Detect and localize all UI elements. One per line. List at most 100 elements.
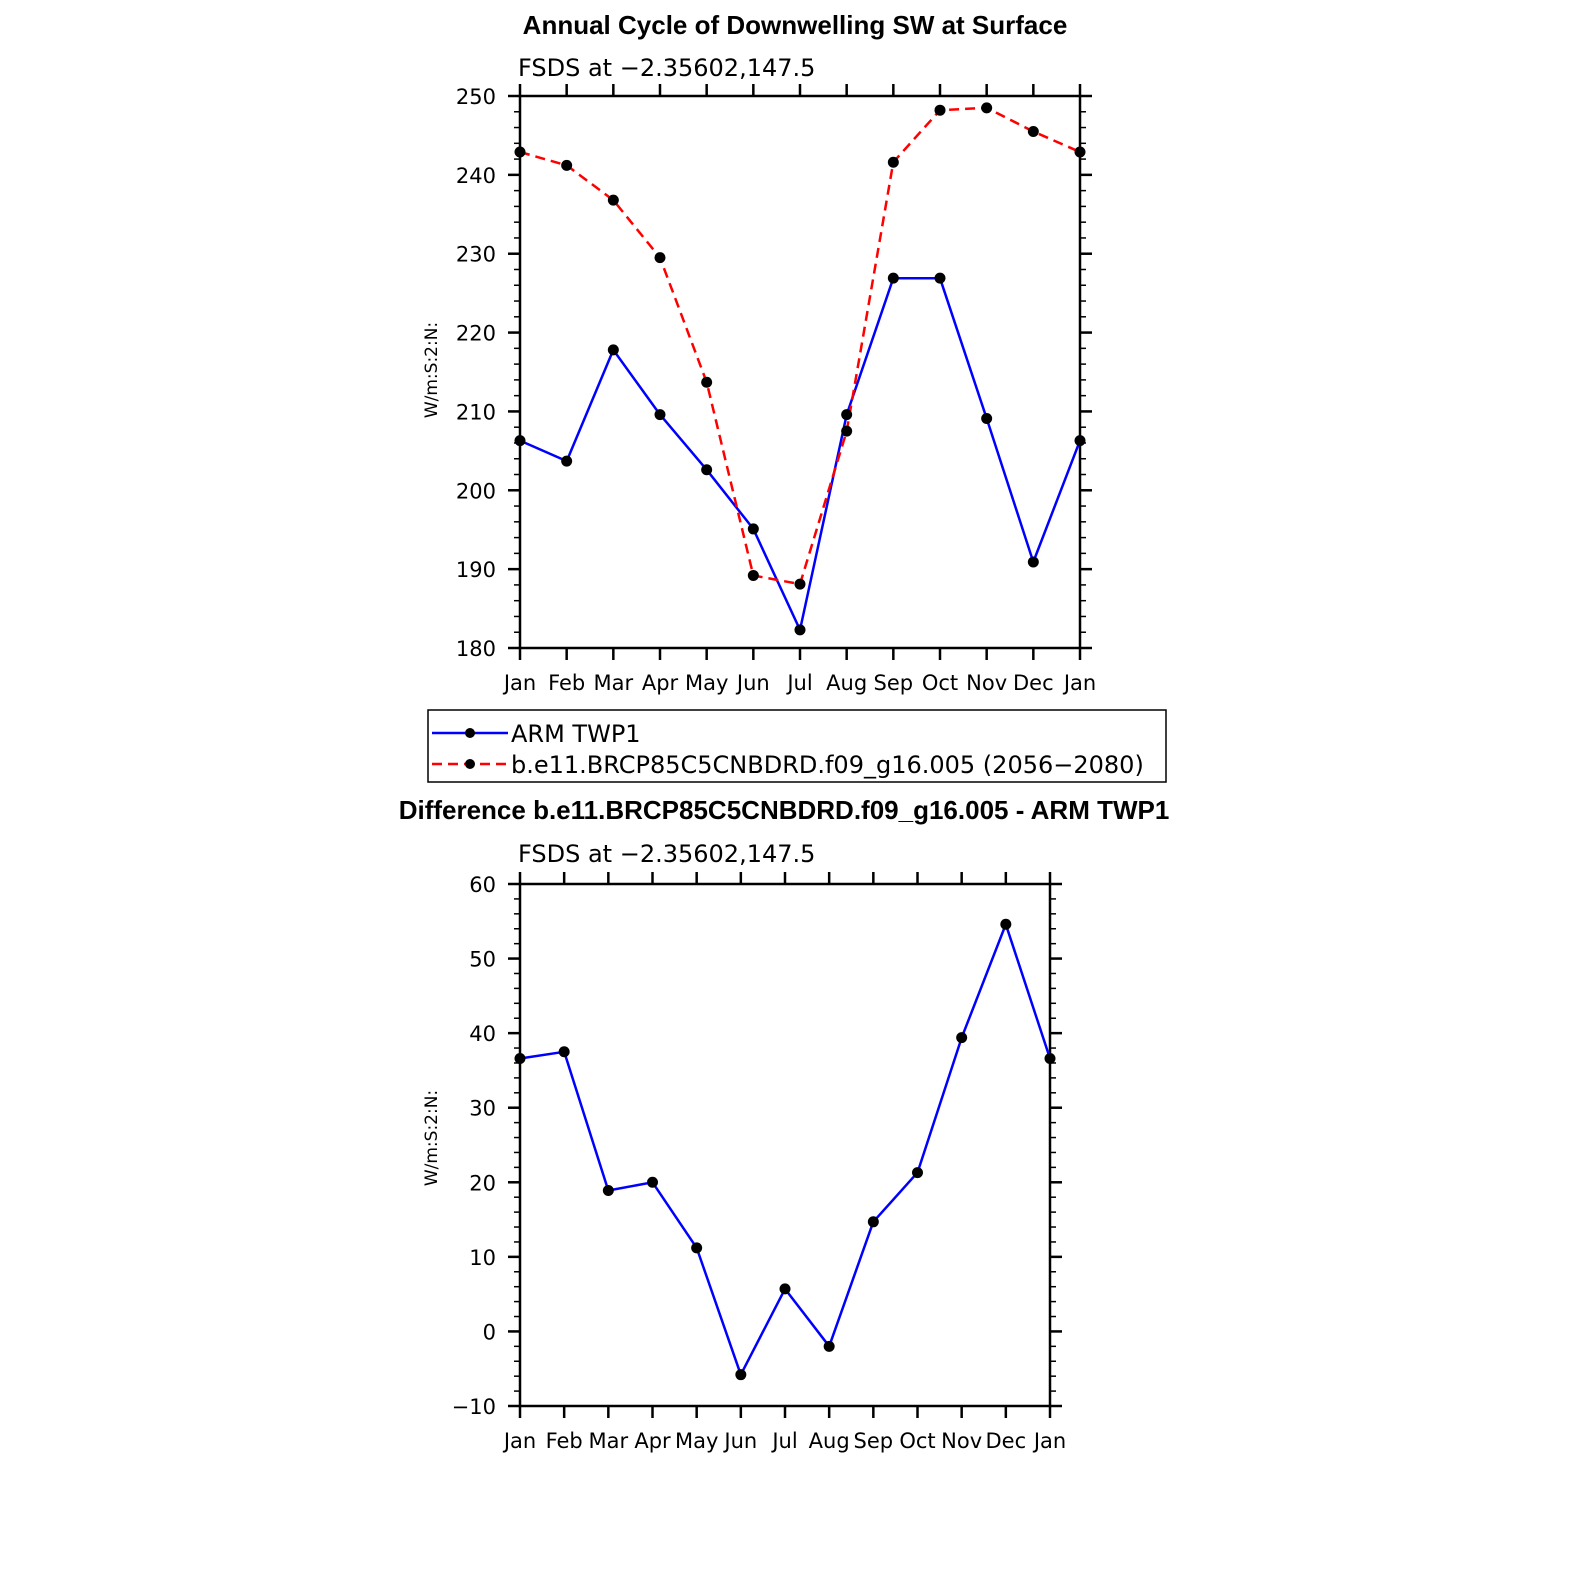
y-tick-label: 240 [456,164,496,188]
data-point-series-1 [794,578,806,590]
data-point-series-1 [981,102,993,114]
data-point-series-0 [823,1340,835,1352]
legend-marker-arm [465,728,475,738]
x-tick-label: Jul [785,671,812,695]
x-tick-label: May [675,1429,718,1453]
series-line-1 [519,106,1081,586]
plot-frame: −10 0 10 20 30 40 50 60 Jan Feb Mar Apr May Jun Jul Aug… [452,872,1066,1453]
x-tick-label: Apr [642,671,679,695]
plot-frame: 180 190 200 210 220 230 240 250 Jan Feb Mar Apr May J… [456,84,1096,695]
x-tick-label: Aug [826,671,867,695]
x-tick-label: Sep [874,671,914,695]
data-point-series-1 [701,376,713,388]
data-point-series-0 [747,523,759,535]
legend-label-model: b.e11.BRCP85C5CNBDRD.f09_g16.005 (2056−2… [511,751,1144,779]
x-tick-label: Mar [589,1429,629,1453]
data-point-series-0 [841,409,853,421]
y-tick-label: 250 [456,85,496,109]
data-point-series-1 [514,146,526,158]
y-tick-label: 180 [456,637,496,661]
data-point-series-1 [607,194,619,206]
data-point-series-0 [956,1032,968,1044]
data-point-series-0 [602,1184,614,1196]
data-point-series-0 [779,1283,791,1295]
data-point-series-0 [647,1176,658,1188]
data-point-series-0 [981,413,993,425]
plot-border [518,882,1052,1408]
y-tick-label: 20 [469,1171,496,1195]
x-tick-label: Oct [899,1429,935,1453]
data-point-series-0 [912,1167,923,1179]
x-tick-label: Jan [502,1429,536,1453]
data-point-series-1 [1074,146,1086,158]
data-point-series-0 [887,272,899,284]
y-tick-label: 50 [469,948,496,972]
data-point-series-0 [701,464,713,476]
data-point-series-0 [558,1046,570,1058]
data-point-series-0 [867,1216,879,1228]
x-tick-label: Jun [722,1429,757,1453]
data-point-series-0 [561,455,573,467]
series-layer [514,918,1056,1381]
y-tick-label: 220 [456,322,496,346]
data-point-series-1 [654,252,666,264]
data-point-series-0 [735,1369,747,1381]
data-point-series-0 [514,1052,526,1064]
x-tick-label: Apr [634,1429,671,1453]
y-tick-label: 0 [483,1320,496,1344]
y-axis-label: W/m:S:2:N: [422,1090,442,1186]
difference-chart: Difference b.e11.BRCP85C5CNBDRD.f09_g16.… [399,795,1170,1453]
chart-title: Difference b.e11.BRCP85C5CNBDRD.f09_g16.… [399,795,1170,825]
data-point-series-0 [1044,1052,1056,1064]
y-tick-label: 40 [469,1022,496,1046]
x-tick-label: Jan [1062,671,1096,695]
data-point-series-0 [607,344,619,356]
chart-title: Annual Cycle of Downwelling SW at Surfac… [523,10,1068,40]
chart-subtitle: FSDS at −2.35602,147.5 [518,54,815,82]
x-tick-label: Feb [548,671,585,695]
x-tick-label: May [685,671,728,695]
data-point-series-1 [887,156,899,168]
y-tick-label: 190 [456,558,496,582]
y-tick-label: 210 [456,400,496,424]
chart-subtitle: FSDS at −2.35602,147.5 [518,840,815,868]
data-point-series-1 [934,104,946,116]
x-tick-label: Sep [854,1429,894,1453]
data-point-series-1 [747,569,759,581]
series-line-0 [519,276,1082,632]
x-tick-label: Feb [546,1429,583,1453]
data-point-series-1 [841,425,853,437]
x-tick-label: Dec [986,1429,1027,1453]
x-tick-label: Mar [594,671,634,695]
x-tick-label: Nov [966,671,1007,695]
data-point-series-0 [514,435,526,447]
data-point-series-0 [654,409,666,421]
data-point-series-0 [1027,556,1039,568]
y-tick-label: 60 [469,873,496,897]
annual-cycle-chart: Annual Cycle of Downwelling SW at Surfac… [422,10,1096,695]
legend-label-arm: ARM TWP1 [511,720,641,748]
legend-marker-model [465,759,475,769]
data-point-series-0 [794,624,806,636]
legend-box [427,709,1167,783]
data-point-series-0 [934,272,946,284]
series-layer [514,102,1086,636]
x-tick-label: Oct [922,671,958,695]
y-axis-label: W/m:S:2:N: [422,322,442,418]
x-tick-label: Nov [941,1429,982,1453]
data-point-series-1 [561,159,573,171]
x-tick-label: Aug [809,1429,850,1453]
series-line-0 [519,923,1052,1376]
data-point-series-0 [1074,435,1086,447]
y-tick-label: 230 [456,243,496,267]
y-tick-label: −10 [452,1395,496,1419]
y-tick-label: 30 [469,1097,496,1121]
x-tick-label: Jun [735,671,770,695]
y-tick-label: 10 [469,1246,496,1270]
x-tick-label: Jan [502,671,536,695]
x-tick-label: Jul [770,1429,797,1453]
x-tick-label: Jan [1032,1429,1066,1453]
legend: ARM TWP1 b.e11.BRCP85C5CNBDRD.f09_g16.00… [427,709,1167,783]
data-point-series-0 [1000,918,1012,930]
